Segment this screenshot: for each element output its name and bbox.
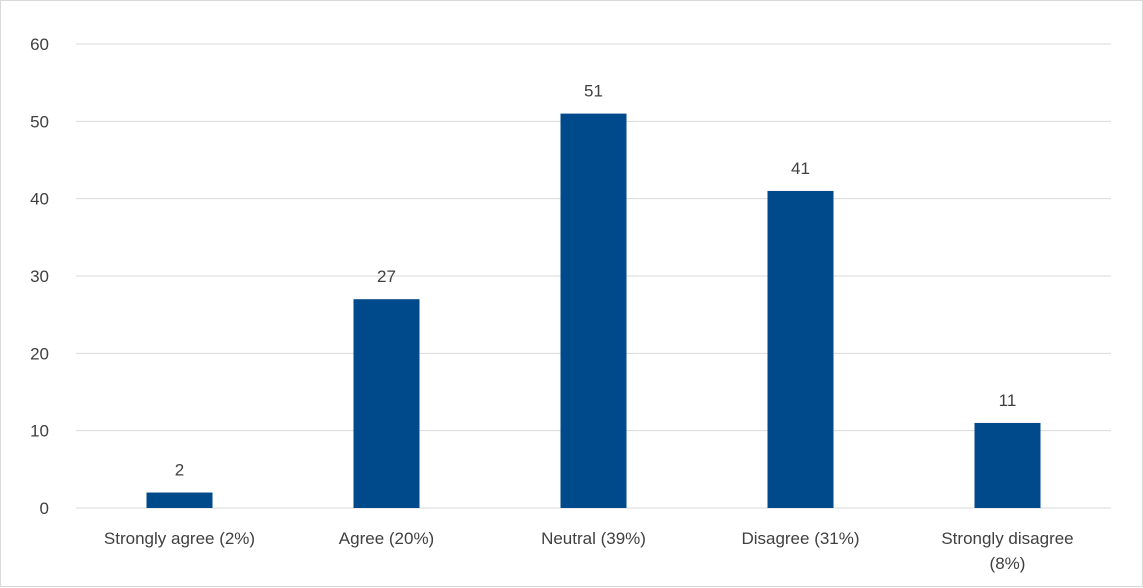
y-tick-label: 60: [30, 35, 49, 54]
bar: [146, 492, 213, 508]
bars: [146, 113, 1041, 508]
category-label: Agree (20%): [339, 529, 434, 548]
category-label: Neutral (39%): [541, 529, 646, 548]
y-axis-ticks: 0 10 20 30 40 50 60: [30, 35, 49, 518]
category-label: Strongly disagree: [941, 529, 1073, 548]
bar: [974, 422, 1041, 508]
data-label: 27: [377, 267, 396, 286]
x-axis-categories: Strongly agree (2%) Agree (20%) Neutral (3…: [104, 529, 1074, 573]
data-label: 51: [584, 82, 603, 101]
data-label: 2: [175, 461, 184, 480]
bar: [767, 190, 834, 508]
y-tick-label: 40: [30, 190, 49, 209]
bar: [353, 299, 420, 508]
category-label: Strongly agree (2%): [104, 529, 255, 548]
bar: [560, 113, 627, 508]
data-label: 41: [791, 159, 810, 178]
category-label: (8%): [990, 554, 1026, 573]
y-tick-label: 30: [30, 267, 49, 286]
category-label: Disagree (31%): [741, 529, 859, 548]
y-tick-label: 10: [30, 422, 49, 441]
data-labels: 2 27 51 41 11: [175, 82, 1017, 480]
y-tick-label: 50: [30, 112, 49, 131]
y-tick-label: 20: [30, 344, 49, 363]
data-label: 11: [999, 391, 1017, 410]
y-tick-label: 0: [40, 499, 49, 518]
